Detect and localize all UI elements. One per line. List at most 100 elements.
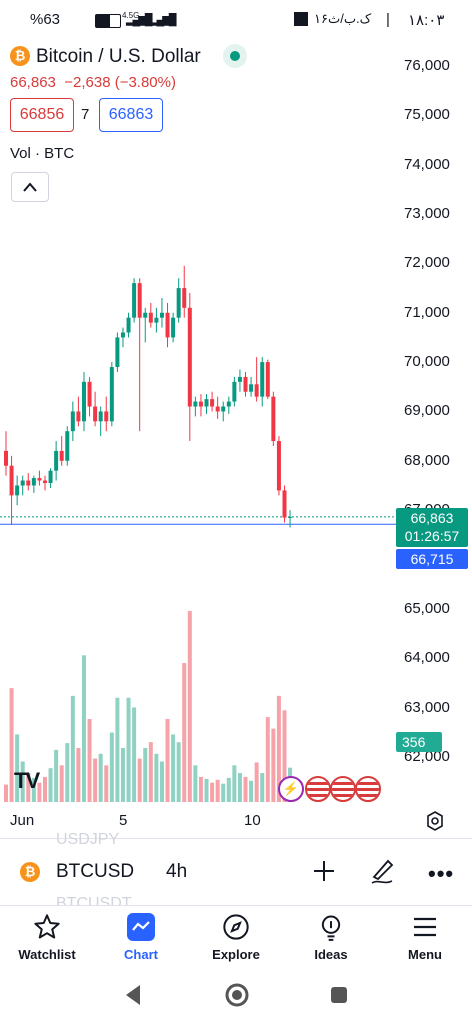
price-tick: 70,000 (404, 353, 450, 371)
candle-body (81, 381, 86, 422)
candle-body (282, 490, 287, 518)
network-type: 4.5G (122, 11, 140, 20)
nav-menu[interactable]: Menu (378, 906, 472, 970)
candle-body (237, 376, 242, 382)
bitcoin-logo-icon: ₿ (20, 862, 40, 882)
volume-bar (65, 743, 70, 802)
secondary-price-badge: 66,715 (396, 549, 468, 569)
price-tick: 72,000 (404, 254, 450, 272)
nav-label: Watchlist (18, 947, 76, 962)
nav-ideas[interactable]: Ideas (284, 906, 378, 970)
candle-body (42, 480, 47, 484)
symbol-toolbar: USDJPY ₿ BTCUSD 4h ••• BTCUSDT (0, 831, 472, 912)
market-status-icon (223, 44, 247, 68)
candle-body (143, 312, 148, 318)
lightbulb-icon (321, 915, 341, 941)
price-tick: 65,000 (404, 599, 450, 617)
battery-icon (95, 14, 121, 28)
home-circle-icon[interactable] (224, 982, 250, 1008)
symbol-selector[interactable]: BTCUSD (56, 861, 135, 882)
candle-body (115, 337, 120, 368)
us-flag-event-icon[interactable] (305, 776, 331, 802)
buy-price-button[interactable]: 66863 (99, 98, 163, 132)
back-triangle-icon[interactable] (122, 983, 144, 1007)
candle-body (243, 376, 248, 392)
current-price-label: 66,863 (410, 510, 454, 526)
nav-watchlist[interactable]: Watchlist (0, 906, 94, 970)
volume-bar (249, 780, 254, 802)
add-icon[interactable] (312, 859, 336, 888)
symbol-list-ghost: USDJPY (56, 831, 120, 848)
candle-body (87, 381, 92, 407)
price-tick: 71,000 (404, 303, 450, 321)
time-tick: 10 (244, 812, 261, 829)
volume-bar (210, 782, 215, 802)
candle-body (76, 411, 81, 422)
candle-body (9, 465, 14, 496)
status-time: ۱۸:۰۳ (408, 12, 445, 29)
candle-body (187, 307, 192, 407)
candle-body (198, 401, 203, 407)
price-tick: 64,000 (404, 649, 450, 667)
price-tick: 69,000 (404, 402, 450, 420)
candle-body (20, 480, 25, 486)
battery-level: %63 (30, 11, 61, 28)
volume-bar (98, 753, 103, 802)
volume-indicator-label[interactable]: Vol · BTC (10, 145, 75, 162)
volume-bar (187, 610, 192, 802)
candle-body (48, 470, 53, 484)
volume-bar (182, 663, 187, 802)
candle-body (254, 384, 259, 397)
lightning-event-icon[interactable]: ⚡ (278, 776, 304, 802)
notification-square-icon (294, 12, 308, 26)
signal-icon-2: ▂▄▆█ (150, 14, 176, 26)
volume-bar (81, 655, 86, 802)
candle-body (70, 411, 75, 432)
symbol-title[interactable]: Bitcoin / U.S. Dollar (36, 46, 201, 67)
candle-body (215, 406, 220, 412)
candle-body (165, 312, 170, 338)
volume-bar (165, 719, 170, 802)
price-tick: 76,000 (404, 57, 450, 74)
chart-canvas[interactable] (0, 42, 472, 854)
chart-settings-icon[interactable] (424, 810, 446, 837)
volume-bar (132, 707, 137, 802)
compass-icon (223, 914, 249, 940)
more-options-icon[interactable]: ••• (428, 861, 455, 886)
status-bar: %63 ▂▄▆█ 4.5G ▂▄▆█ ۱۶ک.ب/ث | ۱۸:۰۳ (0, 0, 472, 42)
candle-body (226, 401, 231, 407)
price-tick: 62,000 (404, 747, 450, 765)
volume-bar (20, 761, 25, 802)
recents-square-icon[interactable] (330, 986, 348, 1004)
candle-body (204, 399, 209, 407)
volume-bar (237, 773, 242, 802)
us-flag-event-icon[interactable] (330, 776, 356, 802)
nav-label: Menu (408, 947, 442, 962)
price-tick: 73,000 (404, 205, 450, 223)
volume-bar (221, 783, 226, 802)
volume-bar (87, 719, 92, 802)
us-flag-event-icon[interactable] (355, 776, 381, 802)
candle-body (159, 312, 164, 318)
nav-explore[interactable]: Explore (189, 906, 283, 970)
candle-body (288, 516, 293, 518)
candle-body (120, 332, 125, 338)
price-tick: 63,000 (404, 698, 450, 716)
volume-bar (59, 765, 64, 802)
nav-chart[interactable]: Chart (94, 906, 188, 970)
volume-bar (42, 776, 47, 802)
last-price: 66,863 (10, 74, 56, 91)
signal-icon: ▂▄▆█ (126, 14, 152, 26)
collapse-legend-button[interactable] (11, 172, 49, 202)
candle-body (126, 317, 131, 333)
candle-body (171, 317, 176, 338)
interval-selector[interactable]: 4h (166, 861, 188, 882)
sell-price-button[interactable]: 66856 (10, 98, 74, 132)
candle-body (65, 431, 70, 461)
volume-bar (115, 697, 120, 802)
candle-body (132, 283, 137, 318)
nav-label: Chart (124, 947, 158, 962)
drawing-pen-icon[interactable] (370, 857, 396, 890)
price-change-line: 66,863 −2,638 (−3.80%) (10, 74, 176, 91)
volume-bar (120, 747, 125, 802)
